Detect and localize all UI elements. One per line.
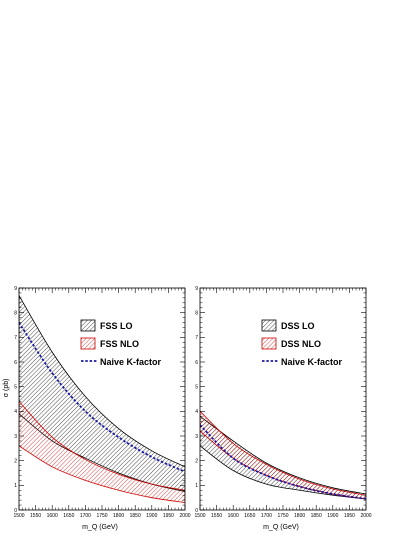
y-tick-label: 6: [14, 360, 17, 366]
legend-label: DSS LO: [281, 321, 315, 331]
x-tick-label: 1600: [47, 513, 58, 519]
x-tick-label: 1950: [344, 513, 355, 519]
y-tick-label: 1: [195, 483, 198, 489]
x-tick-label: 1900: [327, 513, 338, 519]
legend-swatch-hatch: [80, 319, 96, 332]
y-tick-label: 7: [14, 335, 17, 341]
x-tick-label: 1550: [211, 513, 222, 519]
x-tick-label: 1700: [80, 513, 91, 519]
x-tick-label: 1600: [228, 513, 239, 519]
x-tick-label: 1800: [113, 513, 124, 519]
legend-label: Naive K-factor: [100, 357, 162, 367]
y-tick-label: 2: [14, 458, 17, 464]
x-axis-label: m_Q (GeV): [263, 524, 299, 531]
y-tick-label: 1: [14, 483, 17, 489]
x-tick-label: 2000: [179, 513, 190, 519]
y-tick-label: 3: [195, 434, 198, 440]
x-tick-label: 1700: [261, 513, 272, 519]
band-nlo: [19, 400, 185, 504]
legend-swatch-hatch: [80, 337, 96, 350]
naive-k-factor-line: [200, 424, 366, 500]
x-tick-label: 1850: [130, 513, 141, 519]
y-tick-label: 0: [195, 508, 198, 514]
y-axis-label: σ (pb): [3, 379, 10, 398]
y-tick-label: 7: [195, 335, 198, 341]
x-tick-label: 1500: [194, 513, 205, 519]
legend-label: Naive K-factor: [281, 357, 343, 367]
y-tick-label: 8: [14, 310, 17, 316]
legend-label: FSS NLO: [100, 339, 139, 349]
x-tick-label: 1650: [63, 513, 74, 519]
y-tick-label: 0: [14, 508, 17, 514]
x-tick-label: 1750: [96, 513, 107, 519]
panel-2: 1500 1550 1600 1650 1700 1750 1800 1850 1900 1950…: [194, 286, 371, 531]
plot-area: [19, 294, 185, 504]
y-tick-label: 9: [195, 286, 198, 292]
x-axis-label: m_Q (GeV): [82, 524, 118, 531]
y-tick-label: 5: [195, 384, 198, 390]
x-tick-label: 2000: [360, 513, 371, 519]
legend-label: FSS LO: [100, 321, 133, 331]
legend-swatch-hatch: [261, 319, 277, 332]
x-tick-label: 1650: [244, 513, 255, 519]
panel-1: 1500 1550 1600 1650 1700 1750 1800 1850 1900 1950…: [3, 286, 191, 531]
x-tick-label: 1550: [30, 513, 41, 519]
y-tick-label: 8: [195, 310, 198, 316]
x-tick-label: 1900: [146, 513, 157, 519]
x-tick-label: 1750: [277, 513, 288, 519]
y-tick-label: 2: [195, 458, 198, 464]
x-tick-label: 1850: [311, 513, 322, 519]
y-tick-label: 3: [14, 434, 17, 440]
legend-label: DSS NLO: [281, 339, 321, 349]
x-tick-label: 1950: [163, 513, 174, 519]
naive-k-factor-line: [19, 322, 185, 473]
y-tick-label: 5: [14, 384, 17, 390]
y-tick-label: 4: [14, 409, 17, 415]
x-tick-label: 1500: [13, 513, 24, 519]
y-tick-label: 6: [195, 360, 198, 366]
y-tick-label: 4: [195, 409, 198, 415]
x-tick-label: 1800: [294, 513, 305, 519]
band-lo: [200, 415, 366, 500]
y-tick-label: 9: [14, 286, 17, 292]
legend-swatch-hatch: [261, 337, 277, 350]
plot-area: [200, 410, 366, 500]
